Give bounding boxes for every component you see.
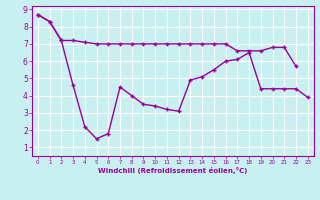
X-axis label: Windchill (Refroidissement éolien,°C): Windchill (Refroidissement éolien,°C)	[98, 167, 247, 174]
